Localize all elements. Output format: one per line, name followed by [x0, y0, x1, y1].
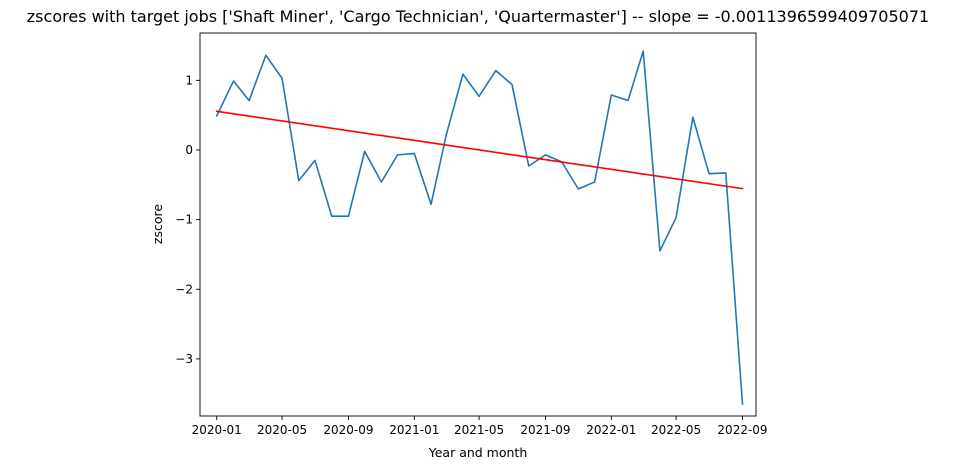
x-tick-label: 2021-01: [389, 423, 439, 437]
y-tick-label: 0: [185, 143, 193, 157]
y-tick-label: 1: [185, 73, 193, 87]
plot-area: 2020-01 2020-05 2020-09 2021-01 2021-05 2021-…: [175, 32, 768, 437]
zscore-series-line: [215, 50, 744, 406]
x-tick-label: 2021-05: [454, 423, 504, 437]
chart-title: zscores with target jobs ['Shaft Miner',…: [27, 7, 929, 26]
x-axis-label: Year and month: [428, 445, 528, 460]
x-tick-label: 2022-05: [651, 423, 701, 437]
x-tick-label: 2021-09: [520, 423, 570, 437]
y-axis-label: zscore: [150, 204, 165, 244]
y-tick-label: −2: [175, 282, 193, 296]
plot-frame: [199, 32, 757, 417]
y-tick-label: −3: [175, 352, 193, 366]
x-tick-label: 2020-09: [323, 423, 373, 437]
x-tick-label: 2022-01: [586, 423, 636, 437]
trend-line: [215, 110, 744, 190]
x-tick-label: 2020-05: [257, 423, 307, 437]
y-tick-label: −1: [175, 213, 193, 227]
x-tick-label: 2020-01: [192, 423, 242, 437]
x-tick-label: 2022-09: [717, 423, 767, 437]
